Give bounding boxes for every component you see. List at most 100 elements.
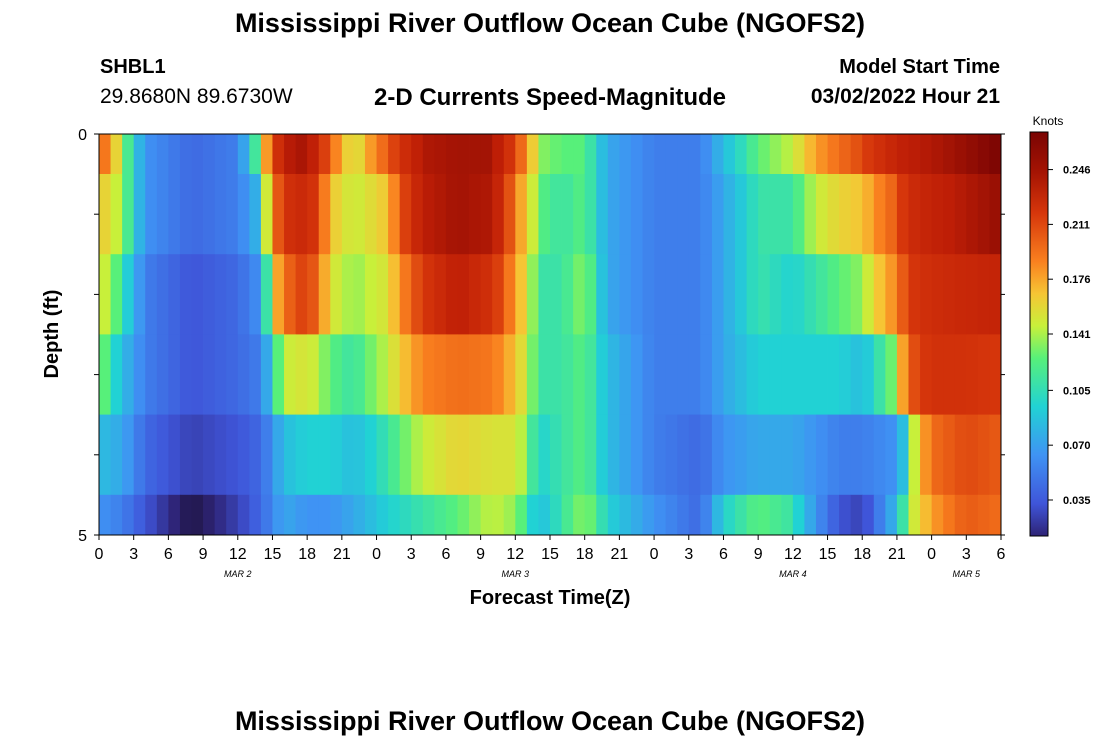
- heatmap-cell: [688, 334, 701, 415]
- heatmap-cell: [388, 174, 401, 255]
- heatmap-cell: [399, 174, 412, 255]
- heatmap-cell: [920, 494, 933, 536]
- heatmap-cell: [815, 494, 828, 536]
- heatmap-cell: [850, 174, 863, 255]
- heatmap-cell: [388, 254, 401, 335]
- heatmap-cell: [966, 134, 979, 175]
- station-coordinates: 29.8680N 89.6730W: [100, 85, 293, 108]
- heatmap-cell: [781, 134, 794, 175]
- heatmap-cell: [896, 174, 909, 255]
- heatmap-cell: [388, 334, 401, 415]
- heatmap-cell: [758, 254, 771, 335]
- heatmap-cell: [792, 334, 805, 415]
- heatmap-cell: [249, 254, 262, 335]
- heatmap-cell: [480, 134, 493, 175]
- x-date-label: MAR 4: [779, 569, 807, 579]
- heatmap-cell: [584, 414, 597, 496]
- heatmap-cell: [318, 334, 331, 415]
- heatmap-cell: [526, 334, 539, 415]
- heatmap-cell: [954, 134, 967, 175]
- colorbar-gradient: [1029, 131, 1049, 537]
- heatmap-cell: [642, 134, 655, 175]
- heatmap-cell: [769, 174, 782, 255]
- heatmap-cell: [388, 494, 401, 536]
- heatmap-cell: [364, 494, 377, 536]
- heatmap-cell: [133, 494, 146, 536]
- heatmap-cell: [341, 414, 354, 496]
- heatmap-cell: [168, 174, 181, 255]
- colorbar-tick-label: 0.035: [1063, 495, 1091, 507]
- heatmap-cell: [873, 174, 886, 255]
- heatmap-cell: [434, 134, 447, 175]
- heatmap-cell: [573, 134, 586, 175]
- heatmap-cell: [145, 174, 158, 255]
- heatmap-cell: [815, 334, 828, 415]
- heatmap-cell: [665, 414, 678, 496]
- heatmap-cell: [179, 254, 192, 335]
- heatmap-cell: [711, 494, 724, 536]
- heatmap-cell: [758, 174, 771, 255]
- y-axis: 05: [78, 127, 1005, 545]
- heatmap-cell: [607, 494, 620, 536]
- heatmap-cell: [168, 254, 181, 335]
- heatmap-cell: [746, 334, 759, 415]
- heatmap-cell: [908, 254, 921, 335]
- heatmap-cell: [630, 334, 643, 415]
- heatmap-cell: [318, 174, 331, 255]
- heatmap-cell: [769, 334, 782, 415]
- heatmap-cell: [873, 134, 886, 175]
- heatmap-cell: [341, 494, 354, 536]
- heatmap-cell: [526, 414, 539, 496]
- heatmap-cell: [596, 494, 609, 536]
- heatmap-cell: [388, 134, 401, 175]
- heatmap-cell: [353, 174, 366, 255]
- heatmap-cell: [654, 334, 667, 415]
- heatmap-cell: [526, 174, 539, 255]
- heatmap-cell: [99, 254, 111, 335]
- heatmap-cell: [515, 494, 528, 536]
- heatmap-cell: [966, 494, 979, 536]
- heatmap-cell: [607, 174, 620, 255]
- heatmap-cell: [619, 334, 632, 415]
- heatmap-row: [99, 334, 1002, 415]
- x-tick-label: 9: [199, 546, 208, 563]
- heatmap-cell: [573, 334, 586, 415]
- heatmap-cell: [434, 174, 447, 255]
- heatmap-cell: [318, 414, 331, 496]
- heatmap-cell: [931, 494, 944, 536]
- heatmap-cell: [376, 494, 389, 536]
- heatmap-cell: [619, 414, 632, 496]
- heatmap-cell: [954, 254, 967, 335]
- heatmap-cell: [145, 334, 158, 415]
- heatmap-cell: [515, 334, 528, 415]
- heatmap-cell: [596, 174, 609, 255]
- heatmap-cell: [307, 174, 320, 255]
- heatmap-cell: [260, 494, 273, 536]
- heatmap-cell: [515, 174, 528, 255]
- heatmap-cell: [665, 334, 678, 415]
- heatmap-cell: [896, 414, 909, 496]
- heatmap-cell: [526, 494, 539, 536]
- heatmap-cell: [99, 494, 111, 536]
- heatmap-cell: [191, 334, 204, 415]
- heatmap-cell: [249, 134, 262, 175]
- heatmap-cell: [584, 254, 597, 335]
- heatmap-cell: [214, 254, 227, 335]
- heatmap-cell: [399, 134, 412, 175]
- heatmap-cell: [110, 414, 123, 496]
- heatmap-cell: [885, 134, 898, 175]
- heatmap-cell: [179, 334, 192, 415]
- heatmap-cell: [99, 334, 111, 415]
- heatmap-cell: [654, 414, 667, 496]
- heatmap-cell: [422, 134, 435, 175]
- heatmap-cell: [353, 134, 366, 175]
- heatmap-cell: [920, 174, 933, 255]
- heatmap-cell: [376, 254, 389, 335]
- heatmap-cell: [191, 494, 204, 536]
- heatmap-cell: [550, 334, 562, 415]
- heatmap-cell: [492, 134, 505, 175]
- model-start-value: 03/02/2022 Hour 21: [810, 85, 1000, 108]
- heatmap-cell: [445, 334, 458, 415]
- heatmap-cell: [480, 254, 493, 335]
- heatmap-cell: [469, 414, 482, 496]
